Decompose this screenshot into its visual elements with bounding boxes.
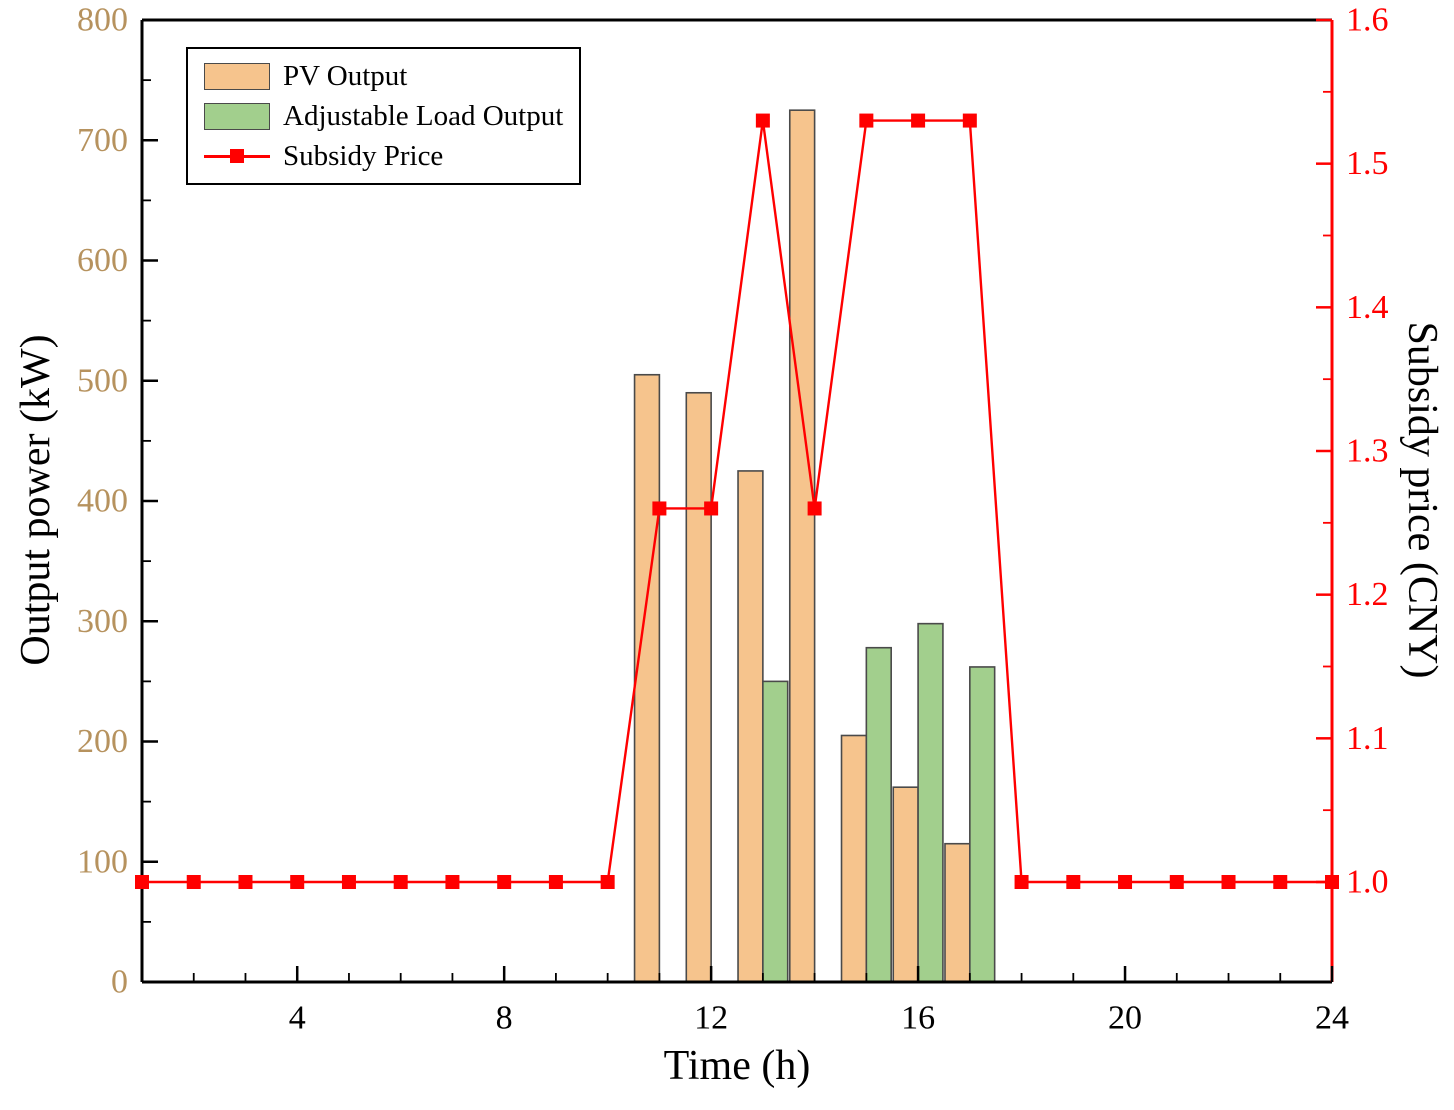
right-axis-title: Subsidy price (CNY) (1399, 321, 1445, 679)
svg-text:4: 4 (289, 1000, 306, 1037)
svg-text:1.3: 1.3 (1346, 433, 1389, 470)
svg-text:12: 12 (694, 1000, 728, 1037)
svg-text:1.2: 1.2 (1346, 576, 1389, 613)
svg-text:800: 800 (77, 2, 128, 39)
pv-output-swatch-icon (204, 62, 270, 90)
svg-text:500: 500 (77, 362, 128, 399)
legend-item-pv-output: PV Output (204, 59, 563, 93)
legend-item-adjustable-load: Adjustable Load Output (204, 99, 563, 133)
svg-text:1.0: 1.0 (1346, 864, 1389, 901)
svg-text:100: 100 (77, 843, 128, 880)
svg-text:8: 8 (496, 1000, 513, 1037)
svg-text:300: 300 (77, 603, 128, 640)
svg-text:0: 0 (111, 964, 128, 1001)
svg-text:24: 24 (1315, 1000, 1349, 1037)
svg-text:1.4: 1.4 (1346, 289, 1389, 326)
x-axis-title: Time (h) (663, 1043, 811, 1089)
legend-label-adjustable-load: Adjustable Load Output (283, 99, 564, 132)
subsidy-price-line-swatch-icon (204, 143, 270, 170)
svg-text:400: 400 (77, 483, 128, 520)
svg-text:600: 600 (77, 242, 128, 279)
svg-text:700: 700 (77, 122, 128, 159)
svg-text:200: 200 (77, 723, 128, 760)
adjustable-load-swatch-icon (204, 102, 270, 130)
legend: PV Output Adjustable Load Output Subsidy… (186, 47, 582, 185)
legend-label-subsidy-price: Subsidy Price (283, 139, 444, 172)
svg-text:1.1: 1.1 (1346, 720, 1389, 757)
left-axis-title: Output power (kW) (13, 334, 59, 666)
svg-text:1.6: 1.6 (1346, 2, 1389, 39)
legend-label-pv-output: PV Output (283, 59, 408, 92)
svg-text:1.5: 1.5 (1346, 145, 1389, 182)
svg-text:16: 16 (901, 1000, 935, 1037)
svg-text:20: 20 (1108, 1000, 1142, 1037)
legend-item-subsidy-price: Subsidy Price (204, 139, 563, 173)
